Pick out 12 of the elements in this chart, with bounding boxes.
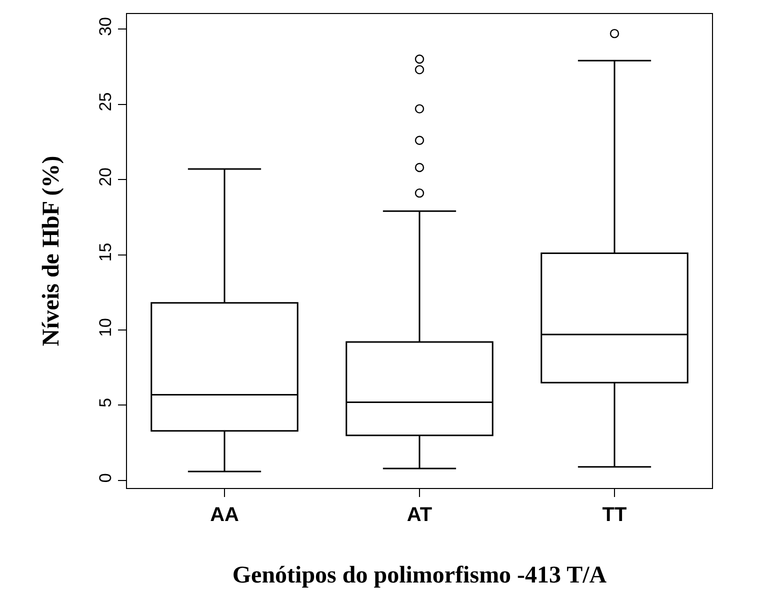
y-axis-title: Níveis de HbF (%) bbox=[38, 156, 64, 346]
x-axis-title: Genótipos do polimorfismo -413 T/A bbox=[232, 562, 608, 588]
y-tick-label: 25 bbox=[96, 92, 116, 112]
x-tick-label: AA bbox=[210, 504, 239, 526]
y-tick-label: 30 bbox=[96, 17, 116, 36]
y-tick-label: 15 bbox=[96, 242, 116, 262]
y-tick-label: 20 bbox=[96, 168, 116, 186]
y-tick-label: 0 bbox=[96, 473, 116, 483]
y-tick-label: 5 bbox=[96, 398, 116, 408]
x-tick-label: TT bbox=[602, 504, 627, 526]
x-tick-label: AT bbox=[406, 504, 432, 526]
y-tick-label: 10 bbox=[96, 318, 116, 337]
